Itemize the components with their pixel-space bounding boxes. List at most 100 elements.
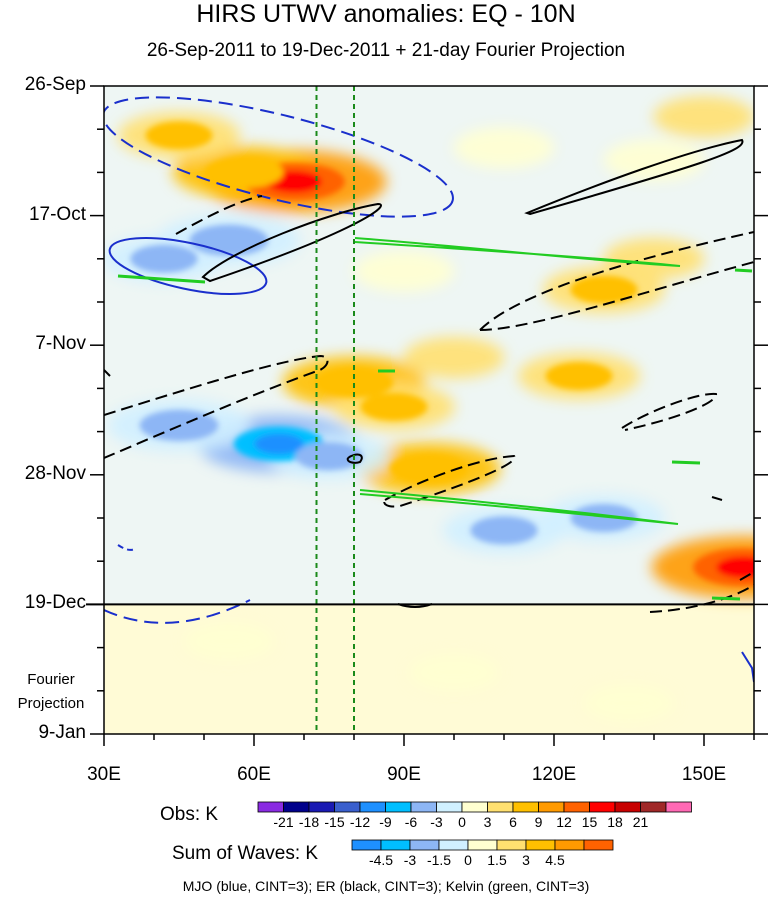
anomaly-blob-inner: [470, 516, 538, 545]
obs-legend-swatch: [308, 801, 335, 813]
waves-legend-swatch: [496, 839, 527, 851]
anomaly-blob-inner: [360, 392, 428, 421]
waves-legend-tick-label: 0: [464, 852, 472, 868]
kelvin-contour-5: [671, 460, 701, 465]
anomaly-blob-core: [254, 433, 304, 455]
anomaly-blob-inner: [204, 156, 284, 189]
waves-legend-tick-label: -1.5: [427, 852, 451, 868]
x-tick-label: 150E: [681, 764, 727, 785]
y-tick-label: 9-Jan: [38, 722, 86, 743]
obs-legend-tick-label: -15: [324, 814, 344, 830]
y-tick-label: 7-Nov: [35, 333, 86, 355]
kelvin-contour-3: [117, 274, 206, 284]
obs-legend-swatch: [436, 801, 463, 813]
obs-legend-tick-label: 15: [582, 814, 598, 830]
obs-legend-swatch: [359, 801, 386, 813]
er-contour-dashed-3: [104, 354, 329, 459]
obs-legend-swatch: [487, 801, 514, 813]
waves-legend-tick-label: 1.5: [487, 852, 507, 868]
obs-legend-tick-label: -3: [430, 814, 443, 830]
obs-legend-swatch: [589, 801, 616, 813]
waves-legend-swatch: [525, 839, 556, 851]
anomaly-blob-inner: [570, 275, 638, 304]
obs-legend-tick-label: 6: [509, 814, 517, 830]
waves-legend-label: Sum of Waves: K: [172, 843, 319, 864]
waves-legend-tick-label: -3: [404, 852, 417, 868]
er-contour-dashed-2: [479, 231, 754, 331]
obs-legend-swatch: [461, 801, 488, 813]
er-contour-left: [104, 369, 111, 377]
anomaly-blob-outer: [353, 250, 455, 292]
er-contour-solid-1: [201, 202, 382, 283]
chart-title: HIRS UTWV anomalies: EQ - 10N: [196, 0, 576, 28]
obs-legend-tick-label: -12: [350, 814, 370, 830]
x-tick-label: 120E: [531, 764, 577, 785]
kelvin-contour-6: [734, 268, 753, 273]
anomaly-blob-inner: [314, 366, 394, 398]
obs-legend-tick-label: 9: [535, 814, 543, 830]
er-contour-dashed-5: [621, 392, 717, 431]
plot-frame: [103, 85, 755, 735]
y-tick-label: 28-Nov: [24, 462, 86, 484]
kelvin-contour-1: [354, 237, 681, 267]
anomaly-blob-outer: [583, 683, 675, 723]
obs-legend-tick-label: -21: [273, 814, 293, 830]
anomaly-blob-inner: [570, 503, 638, 533]
x-tick-label: 30E: [87, 764, 121, 785]
footnote: MJO (blue, CINT=3); ER (black, CINT=3); …: [182, 878, 590, 894]
waves-legend-tick-label: 3: [522, 852, 530, 868]
anomaly-blob-outer: [653, 96, 754, 138]
waves-legend-swatch: [467, 839, 498, 851]
obs-legend-swatch: [334, 801, 361, 813]
waves-legend-swatch: [409, 839, 440, 851]
obs-legend-swatch: [665, 801, 692, 813]
obs-legend-swatch: [614, 801, 641, 813]
y-tick-label: 26-Sep: [24, 74, 86, 95]
obs-legend-swatch: [563, 801, 590, 813]
obs-legend-swatch: [640, 801, 667, 813]
obs-legend-swatch: [410, 801, 437, 813]
obs-legend-tick-label: 12: [556, 814, 572, 830]
mjo-contour-bottom: [104, 599, 251, 624]
anomaly-field: [104, 86, 754, 734]
mjo-contour-solid: [108, 237, 268, 295]
anomaly-blob-inner: [145, 121, 213, 150]
mjo-contour-dashed: [104, 96, 454, 218]
waves-legend-tick-label: 4.5: [545, 852, 565, 868]
er-contour-dashed-6: [649, 571, 754, 613]
fourier-projection-label: Fourier Projection: [17, 671, 85, 712]
anomaly-blob-inner: [130, 244, 198, 273]
er-contour-solid-2: [524, 138, 744, 216]
anomaly-blob-outer: [603, 238, 705, 280]
obs-legend-swatch: [512, 801, 539, 813]
waves-legend-swatch: [583, 839, 614, 851]
obs-legend-tick-label: -18: [299, 814, 319, 830]
obs-legend-swatch: [257, 801, 284, 813]
anomaly-blob-outer: [603, 139, 705, 181]
chart-subtitle: 26-Sep-2011 to 19-Dec-2011 + 21-day Four…: [146, 40, 626, 61]
er-contour-dashed-4: [383, 454, 516, 508]
anomaly-blob-inner: [389, 452, 469, 485]
obs-legend-tick-label: 18: [607, 814, 623, 830]
anomaly-blob-outer: [408, 652, 500, 692]
anomaly-blob-inner: [295, 442, 363, 471]
waves-legend-swatch: [380, 839, 411, 851]
obs-legend-swatch: [283, 801, 310, 813]
obs-legend-tick-label: 3: [484, 814, 492, 830]
anomaly-blob-inner: [189, 224, 269, 256]
anomaly-blob-outer: [453, 127, 555, 169]
obs-legend-swatch: [538, 801, 565, 813]
obs-legend-tick-label: 21: [633, 814, 649, 830]
x-tick-label: 60E: [237, 764, 271, 785]
er-contour-small: [346, 453, 363, 464]
obs-legend-tick-label: 0: [458, 814, 466, 830]
y-tick-label: 17-Oct: [28, 203, 86, 225]
kelvin-contour-2: [359, 489, 679, 525]
anomaly-blob-core: [716, 556, 754, 579]
obs-legend-label: Obs: K: [160, 804, 219, 825]
obs-legend-swatch: [385, 801, 412, 813]
kelvin-contour-7: [711, 596, 741, 601]
anomaly-blob-outer: [403, 336, 505, 379]
anomaly-blob-inner: [545, 362, 613, 391]
